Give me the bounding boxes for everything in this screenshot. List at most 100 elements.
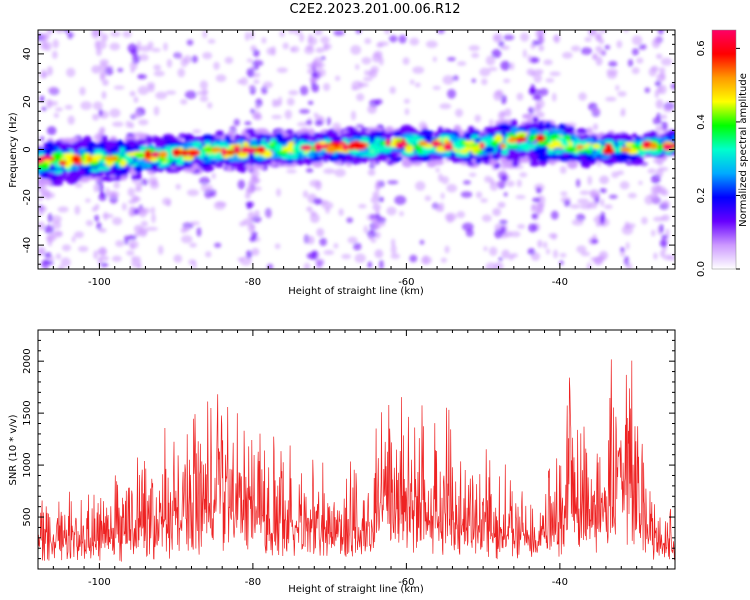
heatmap-cell [347, 236, 358, 244]
heatmap-cell [293, 30, 302, 36]
heatmap-cell [528, 122, 541, 128]
heatmap-cell [241, 146, 251, 153]
heatmap-cell [38, 221, 45, 231]
snr-y-tick-label: 1500 [22, 400, 33, 425]
heatmap-cell [316, 227, 325, 237]
colorbar-scale [712, 30, 736, 269]
heatmap-cell [207, 184, 213, 192]
heatmap-cell [261, 37, 267, 44]
colorbar-tick-label: 0.4 [696, 114, 707, 130]
heatmap-cell [166, 58, 173, 68]
heatmap-cell [656, 53, 663, 59]
heatmap-cell [186, 39, 194, 46]
heatmap-cell [66, 67, 76, 78]
spectrogram-x-label: Height of straight line (km) [288, 286, 424, 297]
heatmap-cell [139, 229, 148, 238]
heatmap-cell [621, 225, 634, 235]
heatmap-cell [199, 80, 208, 90]
heatmap-cell [180, 149, 189, 157]
heatmap-cell [45, 140, 55, 149]
heatmap-cell [97, 247, 108, 256]
heatmap-cell [563, 199, 571, 207]
heatmap-cell [97, 165, 111, 171]
heatmap-cell [475, 191, 483, 199]
heatmap-cell [516, 92, 524, 101]
heatmap-cell [129, 122, 134, 129]
heatmap-cell [355, 124, 364, 129]
heatmap-cell [552, 34, 560, 42]
heatmap-cell [600, 211, 606, 222]
heatmap-cell [199, 176, 211, 185]
heatmap-cell [439, 103, 452, 110]
heatmap-cell [205, 251, 212, 258]
heatmap-cell [140, 220, 148, 227]
heatmap-cell [567, 159, 578, 169]
heatmap-cell [403, 98, 410, 104]
heatmap-cell [200, 183, 208, 192]
heatmap-cell [307, 100, 314, 105]
heatmap-cell [440, 192, 445, 200]
heatmap-cell [46, 234, 57, 242]
heatmap-cell [251, 176, 258, 182]
heatmap-cell [379, 155, 388, 162]
heatmap-cell [315, 47, 325, 53]
heatmap-cell [594, 34, 602, 41]
heatmap-cell [130, 243, 135, 250]
heatmap-cell [137, 74, 147, 80]
heatmap-cell [71, 236, 76, 243]
heatmap-cell [479, 142, 485, 150]
heatmap-cell [670, 83, 675, 90]
heatmap-cell [387, 180, 399, 185]
heatmap-cell [369, 69, 378, 78]
heatmap-cell [177, 68, 186, 78]
heatmap-cell [543, 130, 550, 136]
heatmap-cell [362, 76, 373, 82]
heatmap-cell [356, 93, 365, 102]
heatmap-cell [516, 179, 522, 188]
heatmap-cell [136, 139, 147, 145]
heatmap-cell [389, 86, 396, 95]
heatmap-cell [246, 164, 253, 171]
heatmap-cell [58, 160, 67, 166]
heatmap-cell [503, 192, 508, 197]
heatmap-cell [551, 92, 557, 102]
heatmap-cell [357, 82, 369, 88]
heatmap-cell [287, 141, 295, 147]
heatmap-cell [420, 256, 432, 265]
colorbar-tick-label: 0.2 [696, 188, 707, 204]
heatmap-cell [598, 38, 605, 45]
heatmap-cell [376, 221, 386, 227]
heatmap-cell [529, 160, 540, 167]
heatmap-cell [341, 253, 352, 260]
heatmap-cell [608, 60, 618, 67]
heatmap-cell [105, 140, 116, 149]
heatmap-cell [180, 235, 193, 244]
heatmap-cell [252, 49, 260, 57]
heatmap-cell [58, 264, 64, 269]
heatmap-cell [444, 212, 457, 222]
snr-y-tick-label: 1000 [22, 452, 33, 477]
heatmap-cell [350, 44, 362, 55]
heatmap-cell [259, 134, 272, 139]
snr-series-line [38, 359, 675, 562]
heatmap-cell [323, 250, 335, 256]
heatmap-cell [498, 40, 505, 48]
heatmap-cell [290, 47, 295, 53]
heatmap-cell [99, 192, 106, 197]
heatmap-cell [136, 160, 145, 165]
heatmap-cell [52, 39, 59, 49]
heatmap-cell [533, 69, 544, 75]
heatmap-cell [253, 64, 259, 71]
snr-x-tick-label: -40 [552, 577, 568, 588]
heatmap-cell [439, 202, 445, 212]
heatmap-cell [375, 179, 381, 190]
heatmap-cell [593, 123, 599, 131]
heatmap-cell [338, 208, 344, 217]
heatmap-cell [636, 155, 644, 163]
heatmap-cell [277, 96, 283, 106]
colorbar-frame [711, 29, 737, 270]
heatmap-cell [296, 122, 309, 127]
heatmap-cell [155, 91, 168, 100]
heatmap-cell [390, 244, 397, 255]
heatmap-cell [404, 145, 414, 153]
